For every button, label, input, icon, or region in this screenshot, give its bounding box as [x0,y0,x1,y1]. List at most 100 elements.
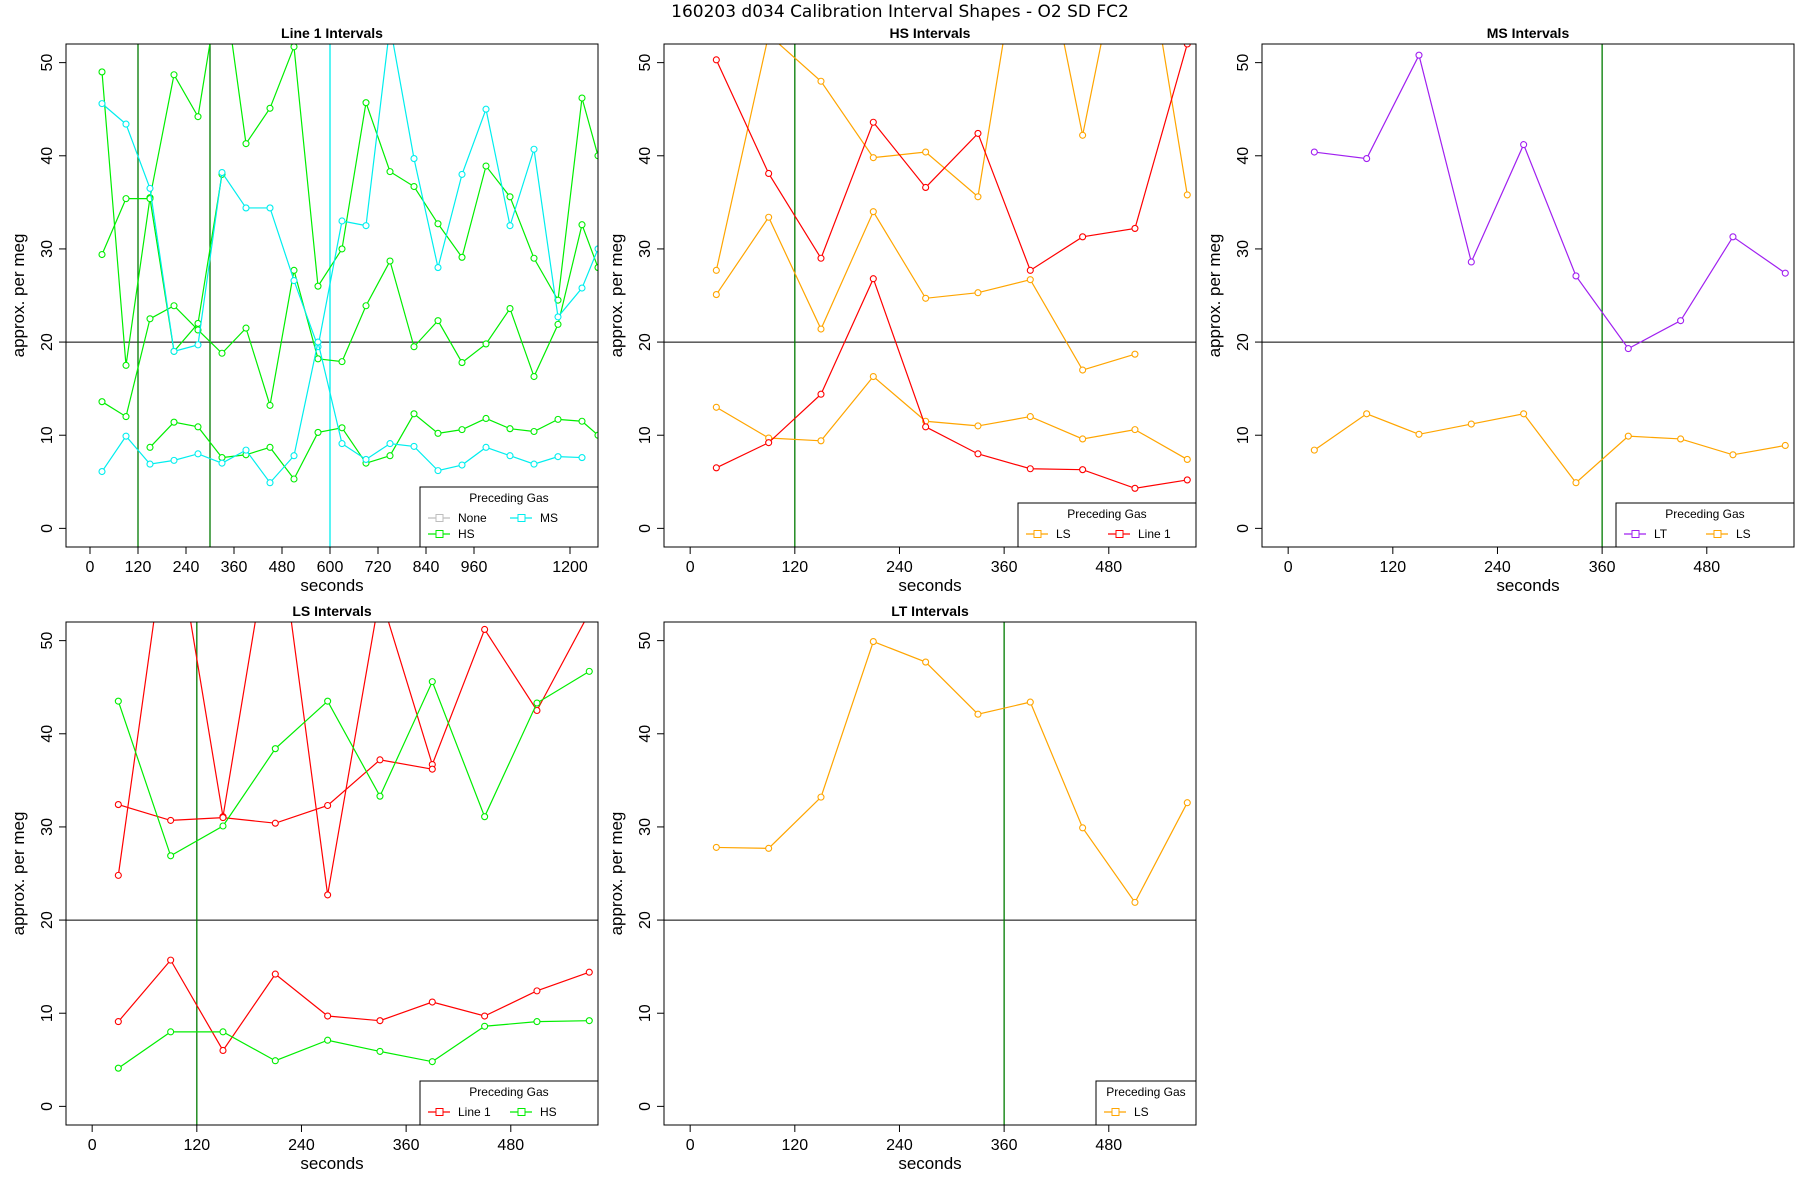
data-point [122,120,130,128]
series-line-hs [149,412,598,481]
data-point [266,204,274,212]
series-line-line-1 [117,622,585,896]
data-point [167,852,175,860]
y-tick-label: 30 [637,818,654,836]
data-point [506,222,514,230]
data-point [266,479,274,487]
y-axis-label: approx. per meg [607,234,626,358]
legend-entry: Line 1 [1138,527,1171,541]
data-point [377,591,383,597]
data-point [482,162,490,170]
data-point [1572,479,1580,487]
x-tick-label: 720 [365,559,392,576]
data-point [376,1047,384,1055]
data-point [410,155,418,163]
data-point [481,1012,489,1020]
data-point [219,1046,227,1055]
legend-swatch-marker [435,530,444,538]
data-point [1310,446,1318,454]
x-tick-label: 360 [221,559,248,576]
y-tick-label: 10 [39,1004,56,1022]
legend: Preceding Gas LS Line 1 [1017,502,1197,548]
data-point [434,467,442,475]
data-point [1363,410,1371,418]
data-point [1467,258,1475,266]
data-point [167,956,175,964]
data-point [765,213,773,221]
data-point [98,250,106,259]
chart-panel-1: Line 1 Intervals 0 120 240 360 480 600 720 840 96… [9,25,599,595]
data-point [362,302,370,310]
data-point [712,843,720,851]
data-point [712,403,720,411]
y-tick-label: 40 [637,725,654,743]
series-line-hs [101,44,598,366]
data-point [578,417,586,425]
data-point [1131,350,1139,358]
data-point [218,459,226,467]
data-point [271,970,279,978]
figure-title: 160203 d034 Calibration Interval Shapes … [671,2,1129,22]
series-line-ms [101,44,598,353]
data-point [410,182,418,191]
series-line-line-1 [118,759,433,824]
data-point [314,428,322,436]
data-point [362,222,370,230]
data-point [242,446,250,454]
data-point [314,355,322,363]
data-point [338,440,346,448]
data-point [1624,432,1632,440]
chart-panel-2: HS Intervals 0 120 240 360 480 0 10 20 30 40 50 seco… [607,25,1197,595]
data-point [1026,276,1034,284]
x-tick-label: 480 [497,1137,524,1154]
data-point [594,152,598,160]
legend: Preceding Gas None MS HS [419,486,599,548]
data-point [594,431,598,439]
data-point [1183,799,1191,807]
series-line-lt [1314,53,1786,350]
data-point [1624,345,1632,353]
x-tick-label: 240 [886,559,913,576]
legend: Preceding Gas LT LS [1615,502,1795,548]
data-point [98,68,106,76]
data-point [271,819,279,827]
data-point [482,340,490,348]
x-tick-label: 480 [1095,1137,1122,1154]
x-tick-label: 1200 [552,559,588,576]
x-tick-label: 0 [88,1137,97,1154]
data-point [1131,898,1139,906]
legend-box [1017,502,1197,548]
y-tick-label: 50 [637,54,654,72]
data-point [578,221,586,229]
x-axis-label: seconds [300,1154,363,1173]
x-tick-label: 240 [173,559,200,576]
data-point [1026,698,1034,706]
legend-box [1615,502,1795,548]
data-point [974,710,982,718]
x-tick-label: 360 [991,1137,1018,1154]
data-point [324,1036,332,1044]
plot-frame [1261,43,1795,548]
data-point [1729,233,1737,241]
data-point [1677,435,1685,443]
data-point [765,439,773,447]
data-point [1520,141,1528,149]
chart-title: Line 1 Intervals [281,25,383,41]
data-point [712,464,720,472]
chart-title: LS Intervals [292,603,372,619]
data-point [114,871,122,879]
y-tick-label: 40 [39,147,56,165]
data-point [219,822,227,830]
y-axis-label: approx. per meg [9,234,28,358]
data-point [530,254,538,262]
x-tick-label: 120 [1379,559,1406,576]
legend-entry: LT [1654,527,1668,541]
data-point [1310,148,1318,156]
data-point [428,998,436,1006]
x-tick-label: 0 [686,559,695,576]
data-point [869,118,877,126]
data-point [1131,224,1139,232]
legend-box [1095,1080,1197,1126]
data-point [266,443,274,451]
y-tick-label: 30 [39,240,56,258]
